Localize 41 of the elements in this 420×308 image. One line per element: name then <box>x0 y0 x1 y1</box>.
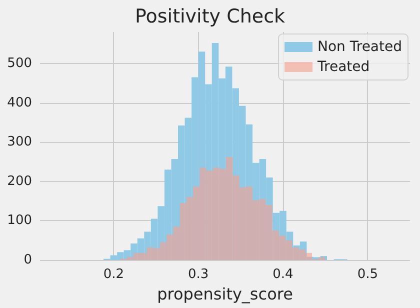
bar <box>259 199 266 260</box>
bar <box>212 168 220 260</box>
chart-title: Positivity Check <box>134 6 286 28</box>
bar <box>305 252 312 260</box>
bar <box>193 186 200 260</box>
bar <box>246 186 253 260</box>
x-tick-label: 0.5 <box>357 267 378 282</box>
legend-label: Treated <box>316 59 370 75</box>
y-tick-label: 200 <box>7 174 32 189</box>
bar <box>140 252 147 260</box>
y-tick-label: 0 <box>24 252 32 268</box>
bar <box>134 252 140 260</box>
bar <box>127 256 134 260</box>
bar <box>226 157 233 260</box>
y-tick-label: 100 <box>7 213 32 228</box>
y-tick-label: 300 <box>7 134 32 150</box>
bar <box>266 204 272 260</box>
x-tick-label: 0.4 <box>272 267 294 282</box>
x-tick-label: 0.3 <box>188 267 209 282</box>
legend-label: Non Treated <box>318 39 402 55</box>
bar <box>160 242 167 260</box>
bar <box>180 203 186 260</box>
bar <box>278 236 286 260</box>
bar <box>173 226 180 260</box>
bar <box>272 230 279 260</box>
bar <box>252 200 260 260</box>
y-tick-label: 500 <box>7 56 32 71</box>
bar <box>219 168 226 260</box>
bar <box>286 240 292 260</box>
bar <box>166 234 174 260</box>
bar <box>298 249 306 260</box>
bar <box>186 197 194 260</box>
bar <box>146 247 154 260</box>
x-tick-label: 0.2 <box>103 267 124 282</box>
bar <box>206 170 213 260</box>
bar <box>153 248 160 260</box>
bar <box>239 187 246 260</box>
y-tick-label: 400 <box>7 95 32 110</box>
x-axis-title: propensity_score <box>157 284 293 304</box>
bar <box>232 175 240 260</box>
bar <box>200 168 206 260</box>
